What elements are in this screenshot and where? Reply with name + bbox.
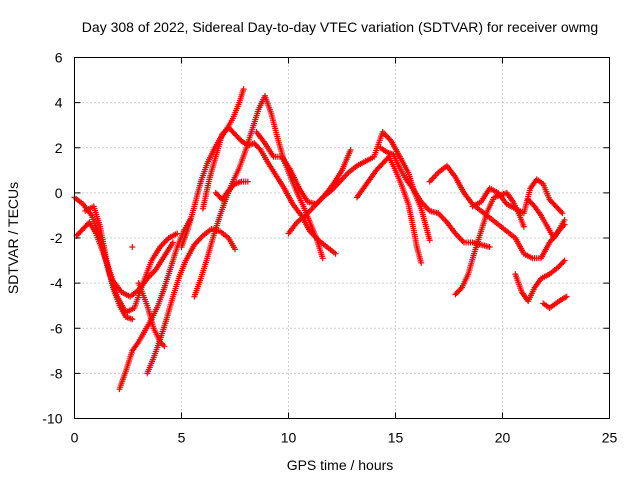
y-axis-label: SDTVAR / TECUs	[5, 182, 21, 294]
grid-lines	[74, 57, 610, 419]
series-track-14	[377, 144, 493, 251]
y-tick-label: 2	[55, 140, 63, 156]
data-point	[418, 259, 425, 266]
data-point	[244, 178, 251, 185]
series-track-18	[512, 257, 568, 305]
data-point	[161, 343, 168, 350]
x-tick-label: 0	[71, 430, 79, 446]
data-point	[332, 250, 339, 257]
y-tick-labels: -10 -8 -6 -4 -2 0 2 4 6	[42, 50, 62, 427]
y-tick-label: -6	[50, 320, 63, 336]
x-tick-label: 10	[281, 430, 297, 446]
data-point	[559, 210, 566, 217]
series-track-19	[525, 196, 568, 241]
y-tick-label: 0	[55, 185, 63, 201]
series-track-6	[135, 280, 168, 350]
y-tick-label: -4	[50, 275, 63, 291]
data-point	[319, 255, 326, 262]
x-axis-label: GPS time / hours	[287, 457, 394, 473]
y-tick-label: -2	[50, 230, 63, 246]
y-tick-label: 4	[55, 95, 63, 111]
series-isolated	[129, 244, 136, 251]
series-track-5	[144, 225, 238, 377]
series-track-2	[73, 219, 176, 300]
series-track-17	[469, 176, 566, 217]
x-tick-label: 20	[495, 430, 511, 446]
series-track-20	[540, 293, 570, 311]
chart-title: Day 308 of 2022, Sidereal Day-to-day VTE…	[82, 19, 598, 35]
data-point	[486, 244, 493, 251]
data-point	[558, 208, 565, 215]
data-point	[240, 86, 247, 93]
series-track-9	[199, 124, 339, 257]
series-track-15	[426, 162, 568, 262]
data-point	[563, 293, 570, 300]
x-tick-label: 15	[388, 430, 404, 446]
data-point	[129, 244, 136, 251]
data-point	[174, 230, 181, 237]
axis-ticks	[74, 57, 610, 419]
x-tick-label: 25	[602, 430, 618, 446]
y-tick-label: 6	[55, 50, 63, 66]
series-track-3	[82, 203, 136, 323]
data-point	[347, 147, 354, 154]
data-point	[520, 223, 527, 230]
data-point	[457, 285, 464, 292]
series-track-10	[212, 178, 251, 203]
data-points	[71, 86, 570, 393]
series-track-13	[353, 153, 425, 266]
data-point	[561, 221, 568, 228]
data-point	[561, 257, 568, 264]
data-point	[426, 237, 433, 244]
x-tick-labels: 0 5 10 15 20 25	[71, 430, 618, 446]
series-track-4	[116, 216, 194, 393]
data-point	[169, 239, 176, 246]
y-tick-label: -10	[42, 411, 62, 427]
series-track-11	[253, 128, 354, 208]
y-tick-label: -8	[50, 365, 63, 381]
data-point	[129, 316, 136, 323]
data-point	[256, 145, 263, 152]
x-tick-label: 5	[178, 430, 186, 446]
data-point	[232, 246, 238, 253]
data-point	[560, 258, 567, 265]
